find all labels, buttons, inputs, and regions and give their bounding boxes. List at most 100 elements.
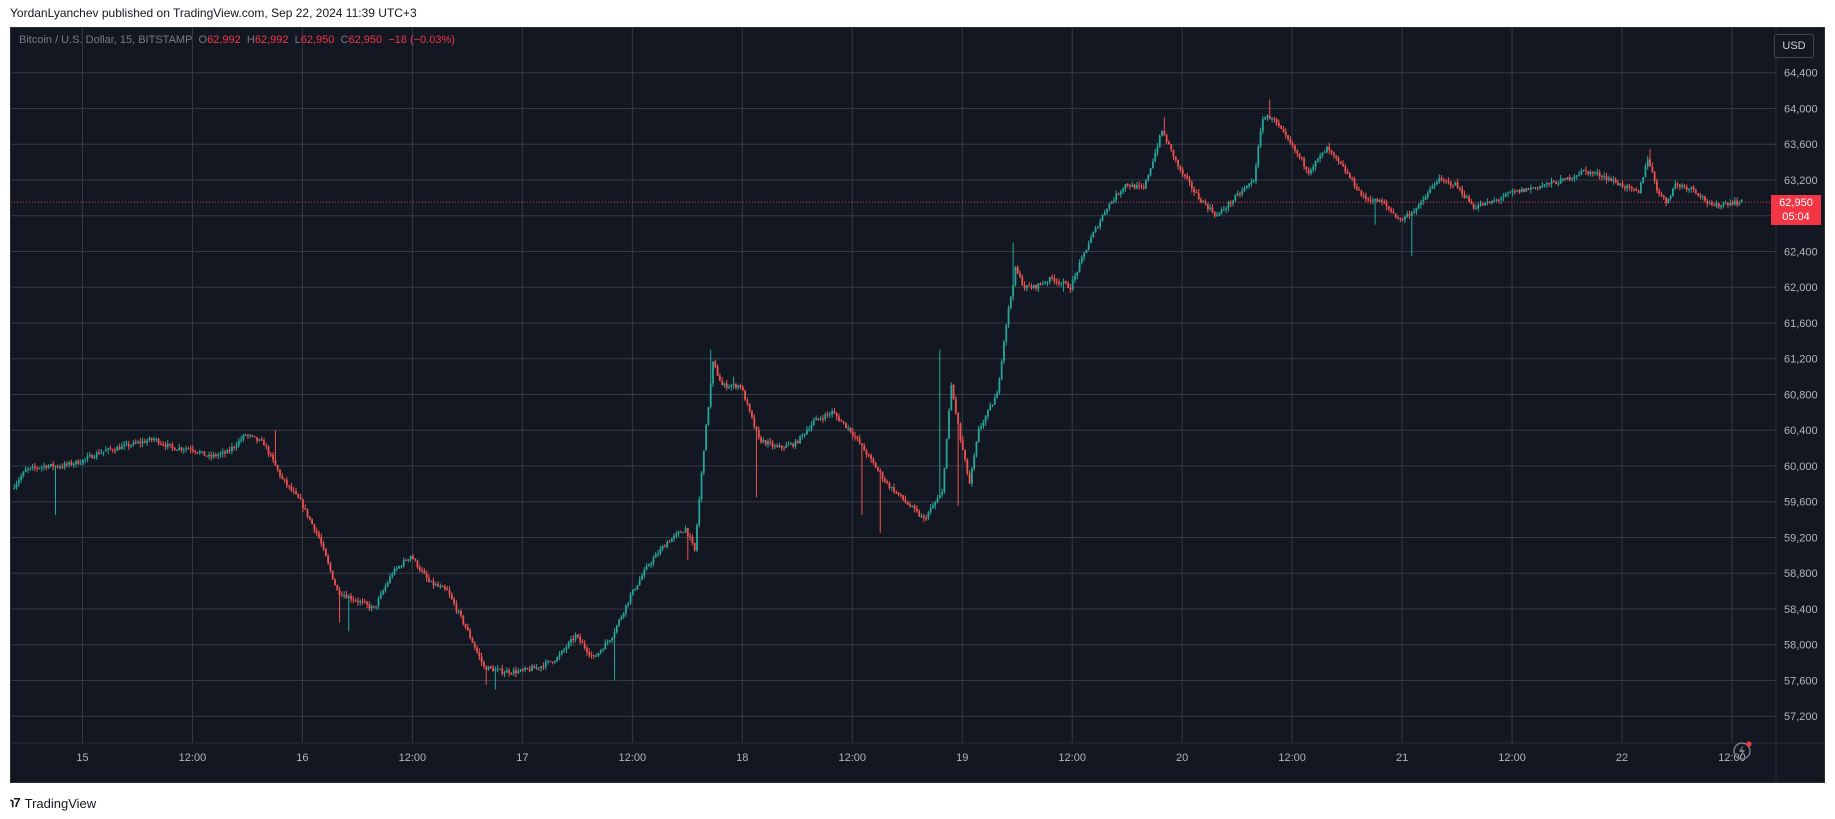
candle-body xyxy=(863,445,866,451)
candle-body xyxy=(279,469,281,477)
candle-body xyxy=(1596,172,1599,174)
candle-body xyxy=(1617,182,1619,186)
candle-body xyxy=(1676,183,1679,185)
candle-body xyxy=(881,472,884,479)
candle-body xyxy=(1628,185,1631,187)
candle-body xyxy=(439,586,442,588)
candle-body xyxy=(389,576,391,583)
candle-body xyxy=(1688,188,1690,190)
candle-body xyxy=(741,386,744,391)
lightning-icon[interactable] xyxy=(1731,740,1753,762)
candle-body xyxy=(1504,193,1507,197)
candle-body xyxy=(219,453,222,455)
candle-body xyxy=(45,465,48,469)
candle-body xyxy=(178,447,181,450)
candle-body xyxy=(503,672,506,674)
candle-body xyxy=(22,471,25,477)
candle-body xyxy=(1028,285,1031,287)
candle-body xyxy=(909,504,911,507)
candle-body xyxy=(606,641,609,643)
candle-body xyxy=(1003,341,1005,362)
candle-body xyxy=(1429,188,1431,193)
candle-body xyxy=(1656,181,1658,191)
candle-body xyxy=(865,450,868,455)
candle-body xyxy=(521,669,524,671)
candlestick-chart[interactable]: 57,200 57,600 58,000 58,400 58,800 59,200 59,6… xyxy=(11,28,1825,783)
candle-body xyxy=(597,652,600,656)
candle-body xyxy=(91,454,94,459)
candle-body xyxy=(767,441,769,445)
candle-body xyxy=(1206,204,1209,210)
y-tick-label: 58,400 xyxy=(1784,604,1818,616)
candle-body xyxy=(63,463,66,468)
candle-body xyxy=(808,429,811,431)
candle-body xyxy=(334,579,336,586)
currency-button[interactable]: USD xyxy=(1774,34,1814,58)
candle-body xyxy=(1209,207,1212,210)
candle-body xyxy=(485,666,488,670)
candle-body xyxy=(702,450,705,473)
candle-body xyxy=(1626,185,1629,189)
candle-body xyxy=(911,506,914,508)
candle-body xyxy=(1252,181,1255,183)
candle-body xyxy=(1110,201,1113,204)
candle-body xyxy=(88,454,91,457)
candle-body xyxy=(352,599,355,601)
candle-body xyxy=(524,667,527,670)
candle-body xyxy=(1694,189,1697,194)
x-tick-label: 21 xyxy=(1396,752,1408,764)
candle-body xyxy=(1266,115,1269,118)
candle-body xyxy=(1135,185,1138,189)
candle-body xyxy=(1195,192,1198,194)
candle-body xyxy=(1067,283,1070,288)
candle-body xyxy=(615,625,618,633)
candle-body xyxy=(1115,193,1118,201)
candle-body xyxy=(324,548,327,557)
candle-body xyxy=(139,441,142,444)
candle-body xyxy=(1513,191,1516,193)
candle-body xyxy=(377,598,380,606)
x-tick-label: 12:00 xyxy=(1498,752,1526,764)
chart-area[interactable]: 57,200 57,600 58,000 58,400 58,800 59,200 59,6… xyxy=(10,27,1825,783)
y-tick-label: 64,000 xyxy=(1784,103,1818,115)
candle-body xyxy=(1223,209,1225,211)
candle-body xyxy=(1371,200,1374,202)
candle-body xyxy=(82,459,84,464)
candle-body xyxy=(1168,141,1170,145)
candle-body xyxy=(1243,188,1246,191)
candle-body xyxy=(611,637,614,641)
candle-body xyxy=(609,640,611,642)
candle-body xyxy=(432,580,435,586)
candle-body xyxy=(1156,146,1159,153)
candle-body xyxy=(572,639,575,641)
candle-body xyxy=(1378,200,1381,203)
candle-body xyxy=(1651,166,1654,173)
candle-body xyxy=(1083,252,1086,257)
candle-body xyxy=(1564,178,1567,180)
candle-body xyxy=(622,613,625,617)
candle-body xyxy=(1376,198,1379,203)
candle-body xyxy=(1552,181,1555,183)
candle-body xyxy=(1479,203,1482,206)
candle-body xyxy=(918,511,921,517)
candle-body xyxy=(1025,285,1028,289)
candle-body xyxy=(1149,168,1152,176)
candle-body xyxy=(1197,192,1200,200)
candle-body xyxy=(1509,192,1512,194)
candle-body xyxy=(162,443,165,445)
candle-body xyxy=(751,410,753,418)
candle-body xyxy=(576,634,579,637)
candle-body xyxy=(127,443,130,447)
candle-body xyxy=(1307,169,1310,174)
candle-body xyxy=(916,508,918,512)
candle-body xyxy=(996,392,998,398)
x-tick-label: 12:00 xyxy=(1058,752,1086,764)
candle-body xyxy=(987,410,989,417)
candle-body xyxy=(1097,226,1099,228)
candle-body xyxy=(1454,182,1457,186)
candle-body xyxy=(423,570,426,574)
candle-body xyxy=(1568,177,1571,180)
candle-body xyxy=(920,516,923,518)
candle-body xyxy=(718,375,721,381)
candle-body xyxy=(38,467,41,469)
